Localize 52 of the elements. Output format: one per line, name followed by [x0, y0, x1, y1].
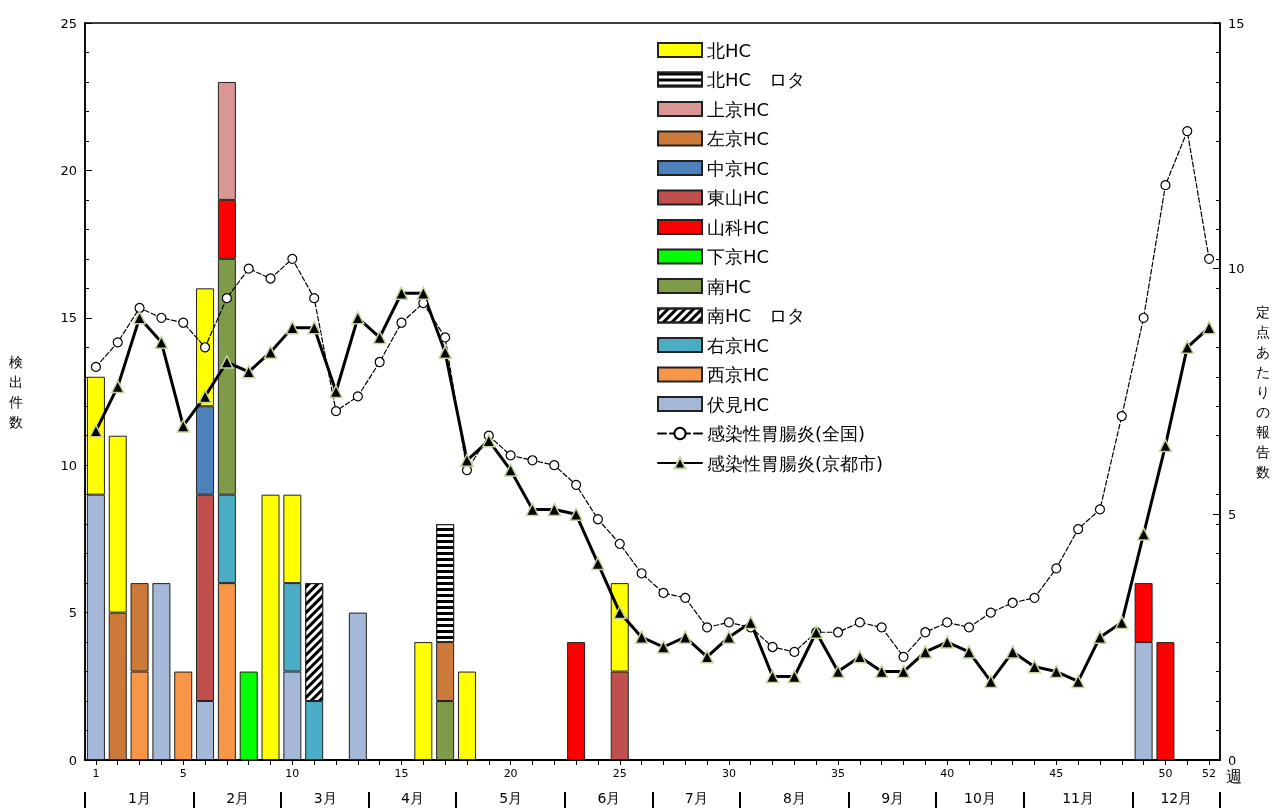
legend-label: 西京HC — [707, 364, 770, 385]
y-tick-label: 5 — [68, 605, 77, 621]
y-tick-label: 20 — [60, 162, 77, 178]
x-axis-title: 週 — [1226, 766, 1242, 786]
y2-tick-label: 0 — [1228, 752, 1237, 768]
y-tick-label: 0 — [68, 752, 77, 768]
x-tick-label: 40 — [940, 767, 955, 780]
text: 定点あたりの報告数 — [1256, 303, 1270, 480]
text: 4月 — [399, 790, 425, 808]
legend-label: 中京HC — [707, 157, 770, 179]
legend-label: 北HC ロタ — [707, 69, 806, 90]
y-tick-label: 15 — [60, 310, 77, 326]
legend-label: 左京HC — [707, 128, 770, 149]
x-tick-label: 5 — [179, 767, 187, 780]
x-tick-label: 45 — [1049, 767, 1064, 780]
text: 11月 — [1061, 790, 1095, 808]
y-tick-label: 10 — [60, 457, 77, 473]
text: 7月 — [683, 790, 709, 808]
x-tick-label: 15 — [394, 767, 409, 780]
legend-label: 伏見HC — [707, 393, 770, 415]
legend-label: 右京HC — [707, 334, 770, 356]
x-tick-label: 25 — [612, 767, 627, 780]
x-tick-label: 20 — [503, 767, 518, 780]
text: 2月 — [225, 790, 251, 808]
text: 6月 — [596, 790, 622, 808]
x-tick-label: 35 — [831, 767, 846, 780]
x-tick-label: 1 — [92, 767, 100, 780]
legend-label: 感染性胃腸炎(全国) — [707, 423, 866, 444]
legend-label: 感染性胃腸炎(京都市) — [707, 452, 884, 474]
y2-tick-label: 15 — [1228, 15, 1245, 31]
y2-tick-label: 10 — [1228, 261, 1245, 277]
x-tick-label: 50 — [1158, 767, 1173, 780]
text: 3月 — [312, 790, 338, 808]
text: 9月 — [880, 790, 906, 808]
legend-label: 南HC ロタ — [707, 305, 806, 326]
text: 12月 — [1159, 790, 1194, 808]
x-tick-label: 30 — [721, 767, 736, 780]
legend-label: 上京HC — [707, 98, 770, 120]
legend-label: 下京HC — [707, 246, 770, 267]
y2-tick-label: 5 — [1228, 506, 1237, 522]
text: 8月 — [781, 790, 807, 808]
legend-label: 山科HC — [707, 216, 770, 238]
text: 1月 — [127, 790, 152, 808]
x-tick-label: 10 — [285, 767, 300, 780]
legend-label: 東山HC — [707, 187, 770, 208]
y-axis-title: 検出件数 — [9, 353, 23, 430]
text: 5月 — [498, 790, 524, 808]
x-tick-label: 52 — [1202, 767, 1217, 780]
legend-label: 北HC — [707, 39, 752, 61]
text: 10月 — [963, 790, 997, 808]
legend-label: 南HC — [707, 275, 752, 297]
y-tick-label: 25 — [60, 15, 77, 31]
